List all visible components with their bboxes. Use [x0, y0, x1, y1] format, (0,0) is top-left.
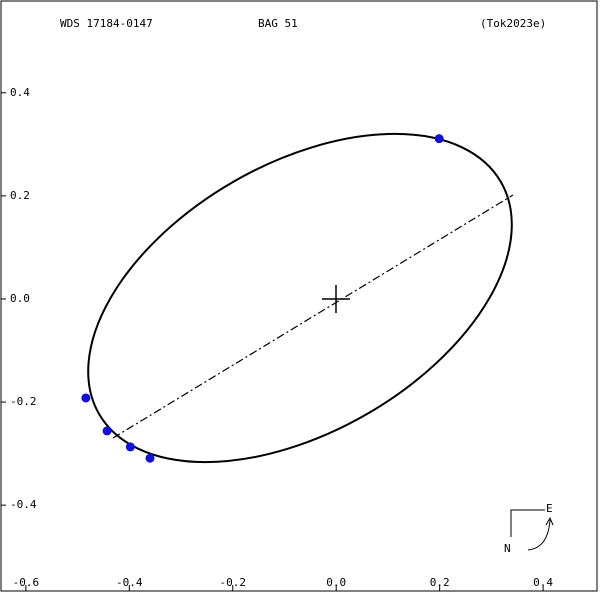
- observation: [125, 442, 135, 452]
- x-tick-label: 0.4: [533, 576, 553, 589]
- y-tick-label: 0.0: [10, 292, 30, 305]
- observation: [145, 453, 155, 463]
- x-tick-label: 0.2: [430, 576, 450, 589]
- compass: E N: [504, 502, 554, 555]
- y-tick-label: 0.2: [10, 189, 30, 202]
- x-tick-label: -0.6: [13, 576, 40, 589]
- chart-title: WDS 17184-0147: [60, 17, 153, 30]
- chart-subtitle: BAG 51: [258, 17, 298, 30]
- line-of-apsides: [112, 194, 514, 439]
- observation: [102, 426, 112, 436]
- x-tick-label: 0.0: [326, 576, 346, 589]
- compass-axes: [510, 509, 545, 537]
- y-tick-label: -0.2: [10, 395, 37, 408]
- x-tick-label: -0.4: [116, 576, 143, 589]
- compass-arrow: [527, 519, 551, 551]
- compass-arrowhead: [545, 516, 554, 526]
- y-tick-label: 0.4: [10, 86, 30, 99]
- observation: [81, 393, 91, 403]
- orbit: [87, 132, 513, 464]
- reference: (Tok2023e): [480, 17, 546, 30]
- x-tick-label: -0.2: [220, 576, 247, 589]
- compass-east: E: [546, 502, 553, 515]
- compass-north: N: [504, 542, 511, 555]
- y-tick-label: -0.4: [10, 498, 37, 511]
- observation: [434, 134, 444, 144]
